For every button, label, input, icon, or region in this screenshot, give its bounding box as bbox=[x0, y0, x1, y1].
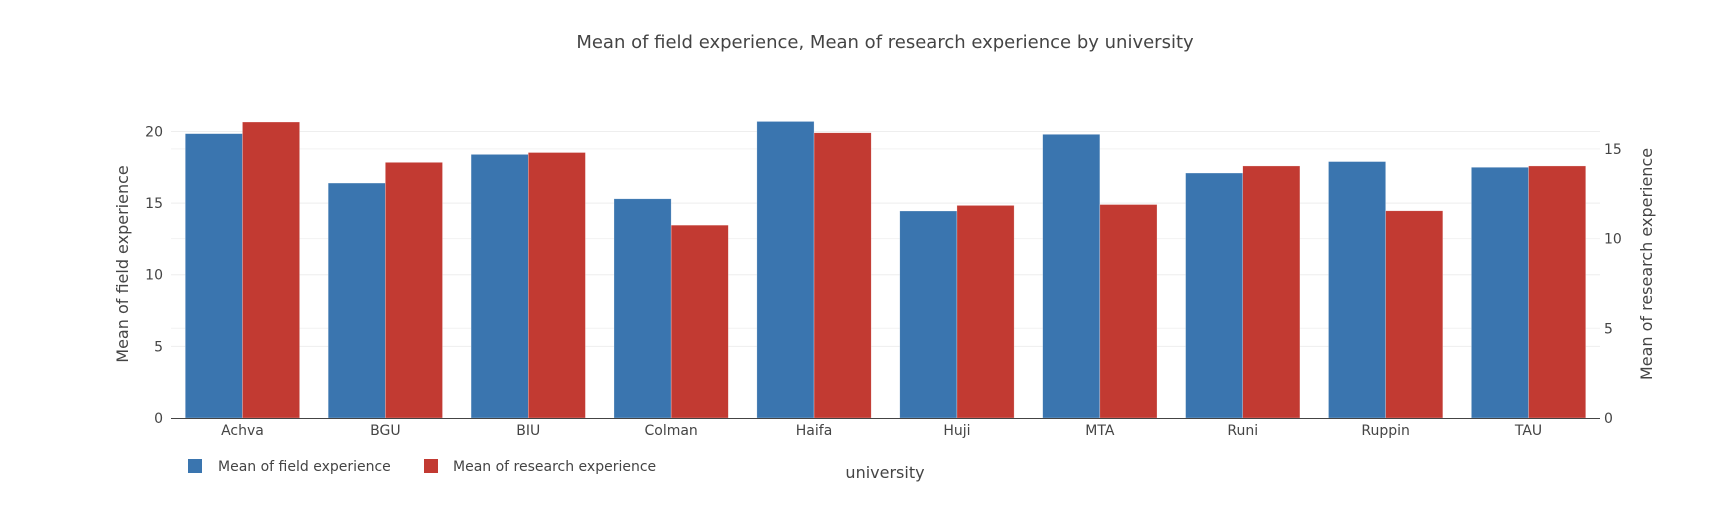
bar-research-bgu[interactable] bbox=[385, 162, 443, 419]
bar-research-mta[interactable] bbox=[1099, 204, 1158, 419]
bar-research-tau[interactable] bbox=[1528, 165, 1586, 419]
legend-swatch-research bbox=[424, 459, 438, 473]
left-axis-ticks: 0 5 10 15 20 bbox=[145, 124, 163, 427]
left-tick-label: 15 bbox=[145, 196, 163, 212]
legend-label-research: Mean of research experience bbox=[453, 459, 656, 475]
bar-research-achva[interactable] bbox=[242, 121, 300, 419]
bar-research-runi[interactable] bbox=[1242, 165, 1301, 419]
legend-item-research[interactable]: Mean of research experience bbox=[424, 459, 656, 475]
chart-title: Mean of field experience, Mean of resear… bbox=[576, 32, 1194, 53]
right-axis-ticks: 0 5 10 15 bbox=[1604, 142, 1622, 427]
bar-research-colman[interactable] bbox=[670, 224, 729, 419]
legend: Mean of field experience Mean of researc… bbox=[188, 459, 656, 475]
bar-research-haifa[interactable] bbox=[813, 132, 872, 419]
x-tick-label: Ruppin bbox=[1361, 423, 1410, 439]
x-tick-label: Achva bbox=[221, 423, 264, 439]
bar-field-runi[interactable] bbox=[1185, 172, 1243, 419]
bar-field-biu[interactable] bbox=[470, 154, 529, 419]
x-tick-label: BGU bbox=[370, 423, 400, 439]
right-tick-label: 10 bbox=[1604, 232, 1622, 248]
bars bbox=[185, 121, 1586, 419]
right-tick-label: 5 bbox=[1604, 321, 1613, 337]
x-tick-label: TAU bbox=[1514, 423, 1542, 439]
bar-field-mta[interactable] bbox=[1042, 134, 1101, 419]
x-tick-label: MTA bbox=[1085, 423, 1115, 439]
bar-research-huji[interactable] bbox=[956, 205, 1015, 419]
legend-label-field: Mean of field experience bbox=[218, 459, 391, 475]
x-tick-label: Huji bbox=[943, 423, 970, 439]
legend-item-field[interactable]: Mean of field experience bbox=[188, 459, 391, 475]
x-tick-label: Colman bbox=[644, 423, 697, 439]
left-tick-label: 20 bbox=[145, 124, 163, 140]
x-tick-label: Haifa bbox=[796, 423, 833, 439]
bar-field-achva[interactable] bbox=[185, 133, 243, 419]
bar-field-ruppin[interactable] bbox=[1328, 161, 1386, 419]
bar-field-haifa[interactable] bbox=[756, 121, 815, 419]
bar-field-huji[interactable] bbox=[899, 210, 958, 419]
right-tick-label: 0 bbox=[1604, 411, 1613, 427]
bar-field-bgu[interactable] bbox=[327, 182, 386, 419]
bar-research-biu[interactable] bbox=[528, 152, 586, 419]
left-tick-label: 10 bbox=[145, 268, 163, 284]
x-tick-label: Runi bbox=[1227, 423, 1258, 439]
right-tick-label: 15 bbox=[1604, 142, 1622, 158]
bar-research-ruppin[interactable] bbox=[1385, 210, 1444, 419]
right-axis-title: Mean of research experience bbox=[1637, 148, 1656, 380]
bar-field-tau[interactable] bbox=[1471, 167, 1529, 419]
x-tick-label: BIU bbox=[516, 423, 540, 439]
legend-swatch-field bbox=[188, 459, 202, 473]
left-axis-title: Mean of field experience bbox=[113, 165, 132, 362]
left-tick-label: 0 bbox=[154, 411, 163, 427]
x-axis-ticks: Achva BGU BIU Colman Haifa Huji MTA Runi Ruppin T… bbox=[221, 423, 1542, 439]
bar-field-colman[interactable] bbox=[613, 198, 672, 419]
left-tick-label: 5 bbox=[154, 339, 163, 355]
x-axis-title: university bbox=[845, 463, 924, 482]
